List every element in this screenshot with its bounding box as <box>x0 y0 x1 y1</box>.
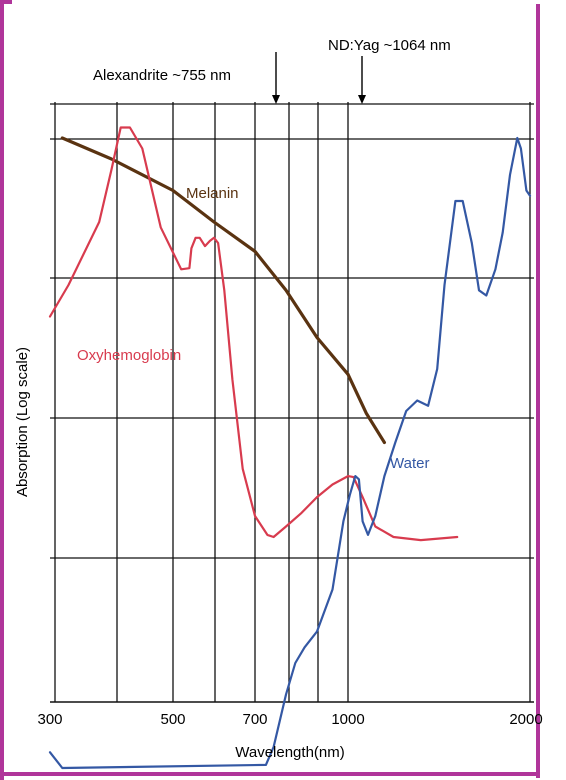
series-label-water: Water <box>390 455 429 472</box>
frame-left-border <box>0 0 4 780</box>
annotation-label-0: Alexandrite ~755 nm <box>93 67 231 84</box>
chart-grid <box>50 102 534 703</box>
annotation-label-1: ND:Yag ~1064 nm <box>328 37 451 54</box>
series-line-melanin <box>60 136 386 445</box>
series-label-oxyhemoglobin: Oxyhemoglobin <box>77 347 181 364</box>
x-tick-label-300: 300 <box>37 711 62 728</box>
frame-bottom-border <box>0 772 540 776</box>
y-axis-title: Absorption (Log scale) <box>14 347 31 497</box>
x-tick-label-700: 700 <box>242 711 267 728</box>
chart-annotations: Alexandrite ~755 nm ND:Yag ~1064 nm <box>93 37 451 104</box>
annotation-arrow-head-1 <box>358 95 366 104</box>
x-tick-label-500: 500 <box>160 711 185 728</box>
chart-series: Melanin Oxyhemoglobin Water <box>48 126 532 770</box>
series-line-water <box>48 136 532 770</box>
series-label-melanin: Melanin <box>186 185 239 202</box>
x-tick-label-1000: 1000 <box>331 711 364 728</box>
annotation-arrow-head-0 <box>272 95 280 104</box>
x-axis-title: Wavelength(nm) <box>235 744 344 761</box>
series-line-oxyhemoglobin <box>48 126 459 542</box>
frame-right-border <box>536 4 540 778</box>
x-tick-label-2000: 2000 <box>509 711 542 728</box>
frame-top-border <box>0 0 12 4</box>
x-tick-labels: 300 500 700 1000 2000 <box>37 711 542 728</box>
